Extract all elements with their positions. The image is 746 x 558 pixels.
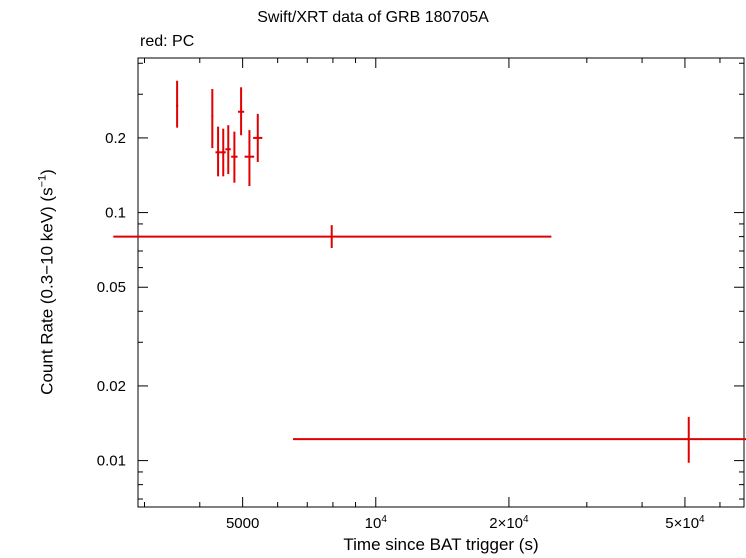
data-point	[225, 125, 231, 175]
data-point	[231, 131, 238, 183]
y-axis-label-close: )	[37, 169, 57, 175]
data-point	[215, 126, 221, 177]
x-tick-label: 5000	[226, 515, 259, 532]
data-point	[176, 80, 179, 128]
data-point	[293, 416, 746, 463]
data-point	[220, 128, 226, 177]
y-tick-label: 0.2	[105, 130, 126, 147]
y-axis-label-text: Count Rate (0.3−10 keV) (s	[37, 187, 57, 395]
data-point	[113, 225, 552, 248]
y-axis-label: Count Rate (0.3−10 keV) (s−1)	[37, 169, 58, 395]
y-tick-label: 0.1	[105, 205, 126, 222]
x-tick-label: 104	[365, 514, 388, 532]
data-point	[237, 87, 245, 136]
y-tick-label: 0.01	[97, 453, 126, 470]
axis-ticks	[138, 58, 744, 507]
x-axis-label: Time since BAT trigger (s)	[343, 535, 539, 554]
data-point	[211, 88, 214, 149]
chart-title: Swift/XRT data of GRB 180705A	[257, 9, 489, 26]
data-series	[113, 80, 746, 463]
y-tick-label: 0.05	[97, 279, 126, 296]
series-legend: red: PC	[140, 33, 195, 50]
data-point	[244, 130, 255, 186]
x-tick-label: 2×104	[489, 514, 529, 532]
y-axis-label-exponent: −1	[36, 174, 49, 188]
tick-labels: 5000 104 2×104 5×104 0.01 0.02 0.05 0.1 0.2	[97, 130, 705, 532]
x-tick-label: 5×104	[665, 514, 705, 532]
y-tick-label: 0.02	[97, 378, 126, 395]
data-point	[253, 113, 263, 162]
plot-frame	[137, 57, 745, 508]
